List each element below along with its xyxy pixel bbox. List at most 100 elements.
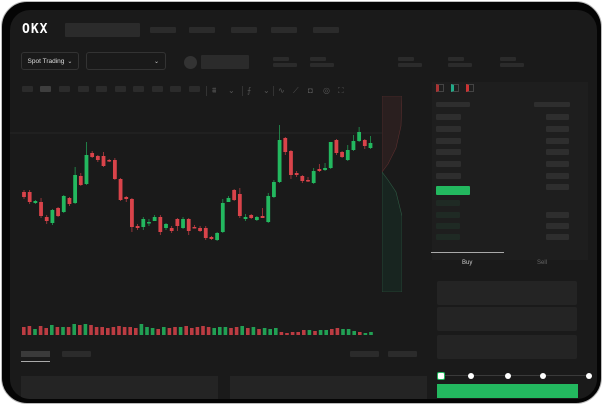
nav-item[interactable] (271, 27, 297, 33)
timeframe-button[interactable] (152, 86, 163, 92)
ask-price (436, 173, 461, 179)
order-book (432, 82, 588, 260)
volume-bar (184, 326, 188, 335)
volume-bar (156, 329, 160, 335)
volume-bar (128, 327, 132, 335)
timeframe-button[interactable] (115, 86, 126, 92)
volume-bar (27, 326, 32, 335)
timeframe-button[interactable] (59, 86, 70, 92)
timeframe-button[interactable] (170, 86, 181, 92)
stat-value (500, 63, 524, 67)
candle (78, 176, 83, 185)
nav-item[interactable] (189, 27, 215, 33)
candle (323, 168, 327, 170)
candle (73, 175, 78, 203)
volume-bar (66, 327, 71, 335)
slider-step-25[interactable] (468, 373, 474, 379)
candle (61, 196, 66, 212)
slider-handle[interactable] (437, 372, 445, 380)
chevron-down-icon[interactable]: ⌄ (228, 86, 235, 95)
nav-item[interactable] (150, 27, 176, 33)
nav-item[interactable] (231, 27, 257, 33)
candle (243, 217, 248, 219)
ask-price (436, 126, 461, 132)
tab-buy[interactable]: Buy (462, 260, 473, 266)
search-bar[interactable] (65, 23, 140, 37)
spot-trading-button[interactable]: Spot Trading ⌄ (21, 52, 79, 70)
timeframe-button[interactable] (78, 86, 89, 92)
candle (67, 198, 72, 204)
chevron-down-icon[interactable]: ⌄ (263, 86, 270, 95)
candle (141, 219, 146, 227)
volume-bar (234, 327, 239, 335)
stat-label (398, 57, 414, 61)
stat-value (448, 63, 472, 67)
volume-bar (341, 329, 345, 335)
percent-slider[interactable] (441, 375, 587, 376)
fullscreen-icon[interactable]: ⛶ (338, 86, 344, 95)
price-input[interactable] (437, 281, 577, 305)
orderbook-both-icon[interactable] (436, 84, 444, 92)
candle-type-icon[interactable]: ⩩ (212, 86, 217, 95)
ask-amount (546, 184, 569, 190)
divider (242, 86, 243, 96)
slider-step-100[interactable] (586, 373, 592, 379)
bid-amount (546, 212, 569, 218)
ruler-icon[interactable]: ⟋ (293, 86, 299, 95)
bid-price (436, 234, 460, 240)
candle (277, 140, 282, 182)
candle (220, 203, 225, 232)
volume-bar (296, 332, 300, 335)
volume-bar (268, 329, 272, 335)
volume-bar (190, 328, 194, 335)
nav-item[interactable] (313, 27, 339, 33)
tab-open-orders[interactable] (21, 351, 50, 357)
settings-icon[interactable]: ◎ (323, 86, 330, 95)
volume-bar (218, 327, 222, 335)
total-input[interactable] (437, 335, 577, 359)
active-tab-indicator (21, 361, 50, 362)
ask-amount (546, 173, 569, 179)
buy-button[interactable] (437, 384, 578, 398)
slider-step-50[interactable] (505, 373, 511, 379)
ask-price (436, 161, 461, 167)
indicator-icon[interactable]: ⨍ (247, 86, 252, 95)
candle (130, 199, 134, 227)
stat-label (500, 57, 516, 61)
volume-bar (262, 328, 267, 335)
tab-history[interactable] (62, 351, 91, 357)
line-icon[interactable]: ∿ (278, 86, 285, 95)
candlestick-chart[interactable] (10, 100, 382, 340)
timeframe-button[interactable] (96, 86, 107, 92)
chevron-down-icon: ⌄ (67, 58, 73, 65)
filter-button[interactable] (388, 351, 417, 357)
candle (186, 219, 191, 231)
filter-button[interactable] (350, 351, 379, 357)
volume-bar (246, 328, 250, 335)
timeframe-button[interactable] (40, 86, 51, 92)
okx-logo[interactable]: OKX (22, 22, 49, 37)
amount-input[interactable] (437, 307, 577, 331)
pair-dropdown[interactable]: ⌄ (86, 52, 166, 70)
volume-bar (50, 325, 54, 335)
bid-price (436, 212, 460, 218)
candle (266, 196, 271, 222)
stat-value (398, 63, 422, 67)
timeframe-button[interactable] (133, 86, 144, 92)
candle (27, 192, 32, 202)
orderbook-asks-icon[interactable] (466, 84, 474, 92)
volume-bar (307, 330, 312, 335)
slider-step-75[interactable] (540, 373, 546, 379)
camera-icon[interactable]: ◘ (308, 86, 313, 95)
volume-bar (89, 325, 93, 335)
timeframe-button[interactable] (189, 86, 200, 92)
tab-sell[interactable]: Sell (537, 260, 548, 266)
volume-bar (223, 327, 228, 335)
chevron-down-icon: ⌄ (153, 58, 159, 65)
candle (289, 151, 293, 175)
timeframe-button[interactable] (22, 86, 33, 92)
orderbook-bids-icon[interactable] (451, 84, 459, 92)
candle (232, 190, 237, 200)
orderbook-header-price (436, 102, 470, 107)
